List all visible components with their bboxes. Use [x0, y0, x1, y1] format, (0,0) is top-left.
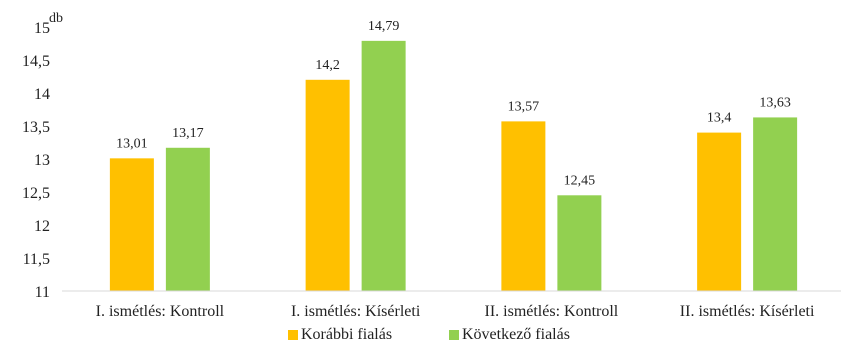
bar	[109, 158, 154, 291]
legend-label: Korábbi fialás	[301, 326, 392, 343]
y-tick-label: 14,5	[22, 53, 50, 70]
bar	[557, 195, 602, 291]
data-label: 13,01	[116, 136, 148, 151]
y-tick-label: 15	[34, 20, 50, 37]
data-label: 13,17	[172, 126, 204, 141]
legend-label: Következő fialás	[462, 326, 570, 343]
y-tick-label: 12,5	[22, 185, 50, 202]
y-tick-label: 12	[34, 218, 50, 235]
x-category-label: I. ismétlés: Kontroll	[96, 303, 225, 320]
y-tick-label: 13,5	[22, 119, 50, 136]
y-axis: 11 11,5 12 12,5 13 13,5 14 14,5 15	[22, 20, 50, 301]
x-category-label: I. ismétlés: Kísérleti	[291, 303, 421, 320]
x-category-label: II. ismétlés: Kísérleti	[680, 303, 815, 320]
bar	[305, 79, 350, 291]
y-axis-unit-label: db	[49, 11, 63, 26]
bar	[361, 40, 406, 291]
y-tick-label: 11,5	[23, 251, 50, 268]
bar	[697, 132, 742, 291]
bar	[753, 117, 798, 291]
legend-swatch	[449, 330, 459, 340]
y-tick-label: 11	[35, 284, 50, 301]
x-category-label: II. ismétlés: Kontroll	[484, 303, 618, 320]
data-label: 14,2	[315, 58, 340, 73]
data-label: 13,4	[707, 111, 732, 126]
bar	[501, 121, 546, 291]
data-label: 12,45	[564, 173, 596, 188]
x-axis: I. ismétlés: Kontroll I. ismétlés: Kísérl…	[96, 303, 815, 320]
bars: 13,01 13,17 14,2 14,79 13,57 12,45 13,4 13,63	[109, 19, 798, 291]
y-tick-label: 13	[34, 152, 50, 169]
data-label: 14,79	[368, 19, 400, 34]
y-tick-label: 14	[34, 86, 50, 103]
data-label: 13,57	[508, 99, 540, 114]
data-label: 13,63	[759, 95, 791, 110]
legend-swatch	[288, 330, 298, 340]
legend: Korábbi fialás Következő fialás	[288, 326, 570, 343]
bar	[165, 147, 210, 291]
